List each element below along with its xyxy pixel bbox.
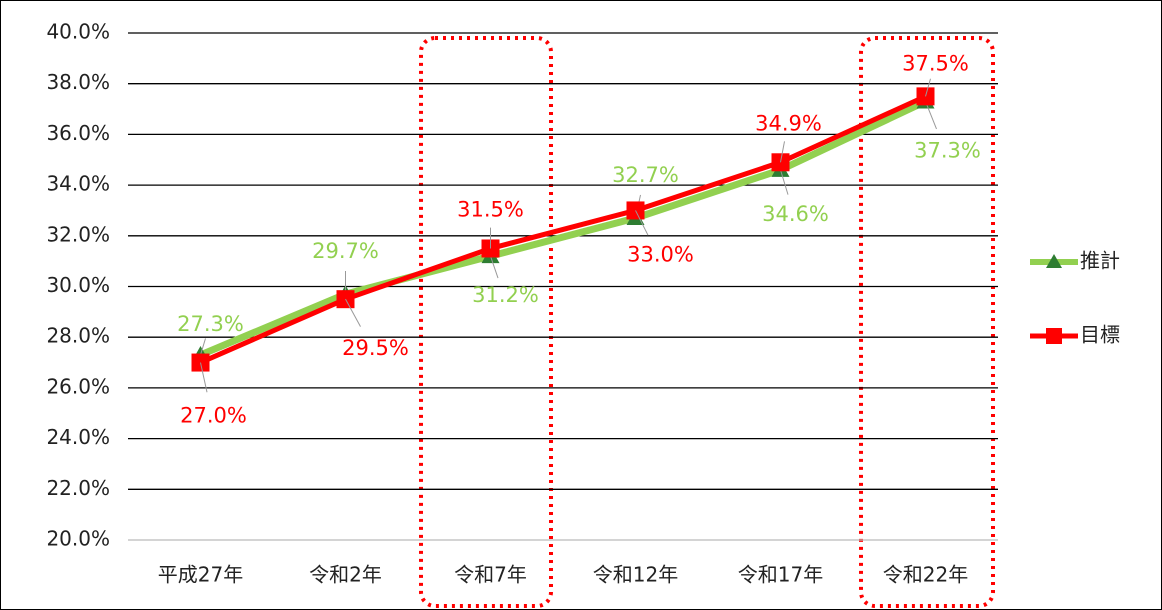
highlight-box [419,36,553,608]
leader-line [200,338,206,356]
data-label: 32.7% [612,163,679,187]
data-label: 29.7% [312,239,379,263]
leader-line [780,169,789,195]
leader-line [925,101,937,130]
leader-line [780,141,785,163]
data-label: 27.3% [177,312,244,336]
y-tick-label: 28.0% [46,324,110,348]
data-label: 33.0% [627,242,694,266]
y-tick-label: 30.0% [46,273,110,297]
data-label: 31.2% [472,283,539,307]
y-tick-label: 38.0% [46,70,110,94]
legend-label: 推計 [1080,249,1120,273]
legend-marker [1046,254,1062,268]
x-tick-label: 令和17年 [738,563,823,587]
data-label: 27.0% [180,404,247,428]
y-tick-label: 34.0% [46,172,110,196]
x-tick-label: 令和7年 [454,563,527,587]
data-label: 34.9% [755,111,822,135]
y-tick-label: 40.0% [46,20,110,44]
data-label: 31.5% [457,197,524,221]
data-label: 29.5% [342,336,409,360]
data-label: 34.6% [762,202,829,226]
x-tick-label: 令和2年 [309,563,382,587]
leader-line [635,210,649,236]
y-tick-label: 22.0% [46,476,110,500]
leader-line [490,255,499,279]
y-tick-label: 24.0% [46,425,110,449]
data-label: 37.3% [914,138,981,162]
y-tick-label: 36.0% [46,121,110,145]
y-tick-label: 20.0% [46,527,110,551]
x-tick-label: 平成27年 [158,563,243,587]
leader-line [345,298,361,327]
leader-line [200,362,208,393]
x-tick-label: 令和12年 [593,563,678,587]
x-tick-label: 令和22年 [883,563,968,587]
leader-line [925,78,931,97]
y-tick-label: 32.0% [46,222,110,246]
data-label: 37.5% [902,51,969,75]
legend-label: 目標 [1080,323,1120,347]
series-line [199,98,927,359]
series-line [199,94,927,365]
y-tick-label: 26.0% [46,374,110,398]
legend-marker [1046,328,1062,344]
